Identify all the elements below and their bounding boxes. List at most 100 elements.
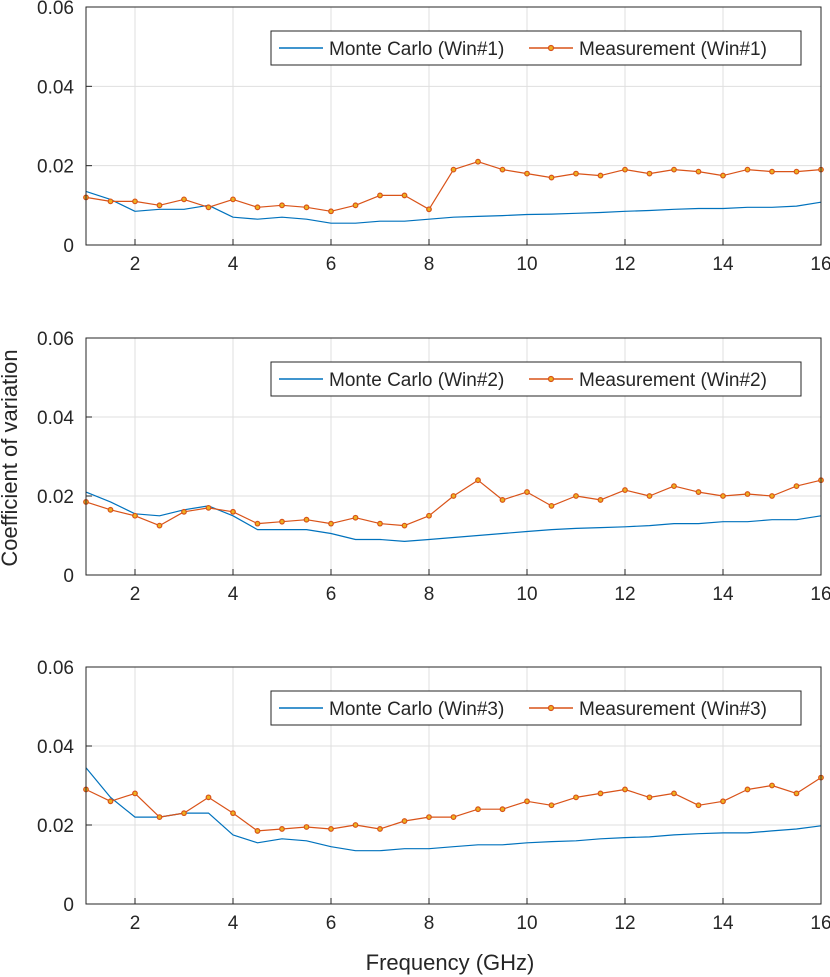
data-point	[720, 798, 726, 805]
data-point	[573, 170, 579, 177]
data-point	[181, 196, 187, 203]
data-point	[303, 824, 310, 830]
x-tick-label: 10	[516, 913, 537, 934]
data-point	[695, 489, 702, 495]
data-point	[548, 802, 555, 809]
data-point	[646, 493, 653, 499]
data-point	[671, 166, 677, 173]
data-point	[597, 790, 604, 797]
data-point	[377, 192, 383, 199]
legend: Monte Carlo (Win#1) Measurement (Win#1)	[270, 30, 802, 66]
x-tick-label: 14	[712, 584, 734, 605]
x-tick-label: 14	[712, 913, 734, 934]
data-point	[573, 493, 579, 499]
axes-box	[85, 666, 822, 905]
data-point	[254, 520, 261, 527]
data-point	[156, 522, 163, 529]
data-point	[401, 192, 408, 199]
x-tick-label: 2	[130, 913, 141, 934]
y-tick-label: 0.02	[37, 157, 74, 178]
data-point	[597, 172, 604, 179]
x-tick-label: 4	[228, 913, 239, 934]
legend-marker-swatch	[547, 375, 555, 383]
data-point	[622, 487, 628, 493]
x-tick-label: 10	[516, 584, 537, 605]
subplot-win1: 2 4 6 8 10 12 14 16 0 0.02 0.04 0.06 Monte Carlo (Wi…	[37, 0, 830, 275]
data-point	[401, 522, 408, 529]
y-tick-label: 0.02	[37, 487, 74, 508]
axes-box	[85, 6, 822, 246]
data-point	[646, 170, 653, 177]
figure-xlabel: Frequency (GHz)	[366, 950, 535, 975]
data-point	[744, 166, 751, 173]
data-point	[499, 806, 506, 813]
data-point	[401, 818, 408, 824]
legend-entry-label: Monte Carlo (Win#2)	[329, 370, 504, 391]
data-point	[548, 174, 555, 181]
legend-marker-swatch	[547, 44, 555, 52]
data-point	[230, 196, 236, 203]
x-tick-label: 12	[614, 913, 635, 934]
x-tick-label: 2	[130, 584, 141, 605]
legend-entry-label: Measurement (Win#3)	[579, 699, 767, 720]
data-point	[181, 810, 187, 817]
legend: Monte Carlo (Win#2) Measurement (Win#2)	[270, 361, 802, 397]
data-point	[328, 208, 334, 215]
axes-box	[85, 337, 822, 576]
data-point	[279, 202, 285, 209]
data-point	[279, 826, 285, 832]
y-tick-label: 0	[63, 895, 74, 916]
data-point	[744, 491, 751, 497]
y-tick-label: 0.06	[37, 329, 74, 350]
data-point	[352, 514, 359, 521]
data-point	[254, 204, 261, 211]
series-line-monte-carlo	[85, 767, 822, 852]
data-point	[524, 489, 530, 495]
data-point	[181, 508, 187, 515]
data-point	[573, 794, 579, 801]
data-point	[107, 198, 114, 205]
x-tick-label: 8	[424, 913, 435, 934]
data-point	[499, 166, 506, 173]
x-tick-label: 4	[228, 584, 239, 605]
x-tick-label: 4	[228, 254, 239, 275]
x-tick-label: 8	[424, 254, 435, 275]
data-point	[328, 520, 334, 527]
data-point	[132, 512, 138, 519]
data-point	[548, 502, 555, 509]
data-point	[622, 166, 628, 173]
data-point	[450, 493, 457, 499]
data-point	[352, 822, 359, 828]
legend-entry-label: Monte Carlo (Win#1)	[329, 39, 504, 60]
data-point	[254, 828, 261, 834]
x-tick-label: 6	[326, 254, 337, 275]
data-point	[426, 512, 432, 519]
data-point	[377, 826, 383, 832]
legend-marker-swatch	[547, 704, 555, 712]
x-tick-label: 6	[326, 584, 337, 605]
x-tick-label: 6	[326, 913, 337, 934]
figure-ylabel: Coefficient of variation	[0, 349, 22, 566]
x-tick-label: 16	[810, 584, 830, 605]
legend-entry-label: Measurement (Win#2)	[579, 370, 767, 391]
y-tick-label: 0	[63, 236, 74, 257]
legend-entry-label: Monte Carlo (Win#3)	[329, 699, 504, 720]
y-tick-label: 0.06	[37, 0, 74, 19]
data-point	[205, 204, 212, 211]
data-point	[671, 790, 677, 797]
x-tick-label: 12	[614, 254, 635, 275]
y-tick-label: 0.04	[37, 737, 74, 758]
data-point	[450, 166, 457, 173]
data-point	[328, 826, 334, 832]
data-point	[744, 786, 751, 793]
x-tick-label: 2	[130, 254, 141, 275]
y-tick-label: 0.02	[37, 816, 74, 837]
data-point	[303, 516, 310, 523]
data-point	[793, 483, 800, 490]
data-point	[303, 204, 310, 211]
legend-entry-label: Measurement (Win#1)	[579, 39, 767, 60]
x-tick-label: 14	[712, 254, 734, 275]
x-tick-label: 12	[614, 584, 635, 605]
x-tick-label: 10	[516, 254, 537, 275]
